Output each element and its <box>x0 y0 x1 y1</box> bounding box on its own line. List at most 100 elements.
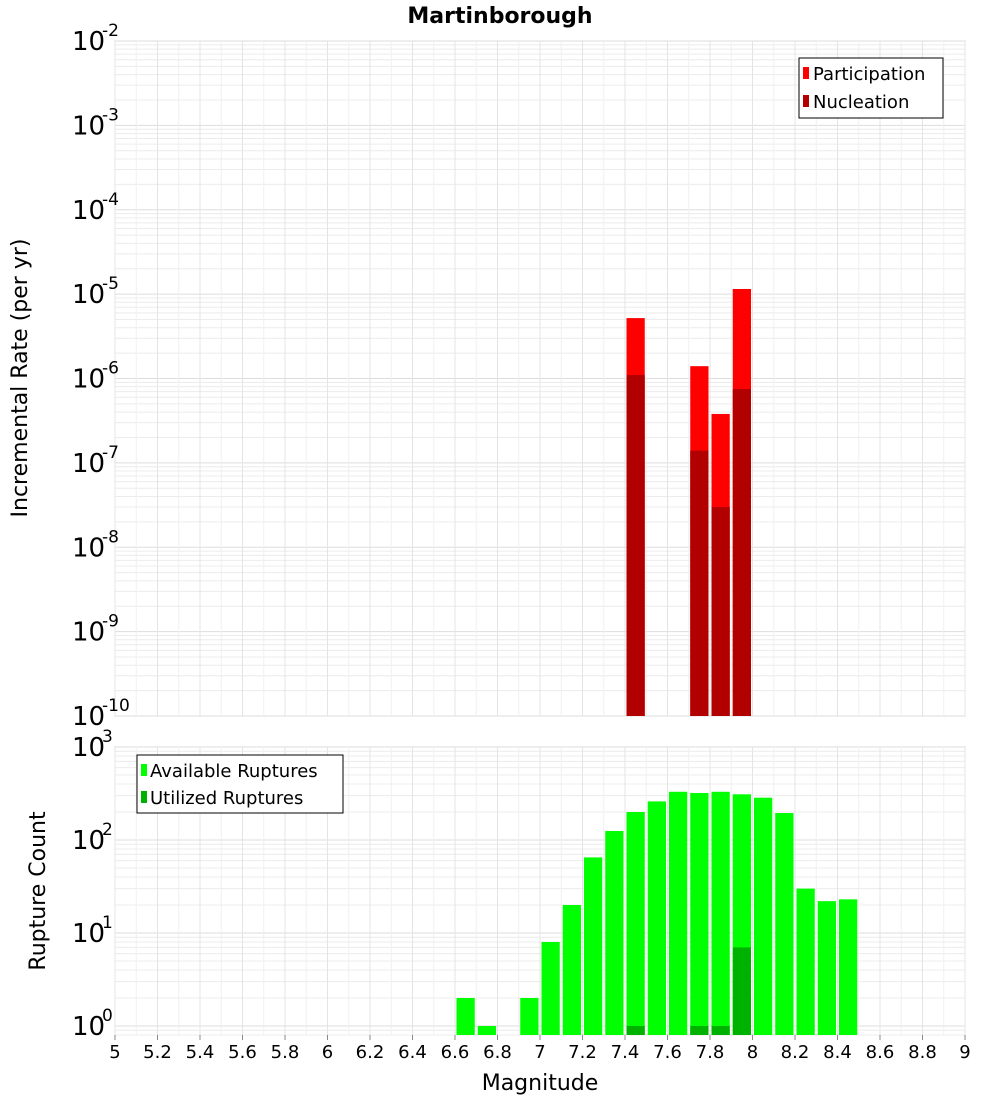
y-tick-exponent: 1 <box>102 913 113 933</box>
bar-utilized-ruptures <box>732 947 751 1035</box>
y-tick-label: 10-5 <box>72 274 119 310</box>
bar-available-ruptures <box>626 812 645 1035</box>
x-tick-label: 7.4 <box>611 1042 640 1063</box>
y-tick-base: 10 <box>72 733 105 763</box>
bar-utilized-ruptures <box>711 1025 730 1035</box>
x-tick-label: 8 <box>747 1042 758 1063</box>
bar-nucleation <box>690 450 709 716</box>
bar-available-ruptures <box>754 797 773 1035</box>
y-tick-base: 10 <box>72 365 105 395</box>
x-tick-label: 5.8 <box>271 1042 300 1063</box>
bar-utilized-ruptures <box>690 1025 709 1035</box>
y-tick-label: 10-7 <box>72 443 119 479</box>
bar-nucleation <box>711 506 730 716</box>
top-bars <box>626 289 751 716</box>
bottom-y-axis-label: Rupture Count <box>26 811 51 971</box>
top-legend-box <box>798 57 944 119</box>
bottom-legend: Available Ruptures Utilized Ruptures <box>136 754 344 814</box>
bar-nucleation <box>732 389 751 716</box>
legend-label-available: Available Ruptures <box>150 761 318 782</box>
x-tick-label: 9 <box>959 1042 970 1063</box>
y-tick-exponent: -8 <box>102 527 119 547</box>
y-tick-label: 10-3 <box>72 105 119 141</box>
legend-label-nucleation: Nucleation <box>813 92 909 113</box>
y-tick-label: 10-2 <box>72 21 119 57</box>
x-axis-label: Magnitude <box>482 1071 599 1096</box>
legend-label-participation: Participation <box>813 64 925 85</box>
legend-swatch-utilized <box>141 791 147 803</box>
bar-available-ruptures <box>775 813 794 1035</box>
y-tick-exponent: -10 <box>102 696 130 716</box>
y-tick-exponent: 2 <box>102 820 113 840</box>
x-tick-label: 6.4 <box>398 1042 427 1063</box>
y-tick-base: 10 <box>72 280 105 310</box>
bar-available-ruptures <box>839 899 858 1035</box>
bar-available-ruptures <box>796 888 815 1035</box>
x-tick-label: 8.6 <box>866 1042 895 1063</box>
top-legend: Participation Nucleation <box>798 57 944 119</box>
bar-available-ruptures <box>584 857 603 1035</box>
y-tick-exponent: -2 <box>102 21 119 41</box>
bar-available-ruptures <box>817 901 836 1035</box>
bar-available-ruptures <box>605 830 624 1035</box>
y-tick-exponent: -4 <box>102 190 119 210</box>
bottom-bars <box>456 791 858 1035</box>
legend-swatch-nucleation <box>803 95 809 107</box>
bar-available-ruptures <box>520 997 539 1035</box>
bar-nucleation <box>626 375 645 716</box>
bottom-legend-box <box>136 754 344 814</box>
y-tick-base: 10 <box>72 111 105 141</box>
x-tick-label: 5.2 <box>143 1042 172 1063</box>
x-tick-label: 8.2 <box>781 1042 810 1063</box>
y-tick-base: 10 <box>72 27 105 57</box>
bar-available-ruptures <box>647 801 666 1035</box>
x-tick-label: 5.6 <box>228 1042 257 1063</box>
bar-available-ruptures <box>711 791 730 1035</box>
legend-swatch-participation <box>803 67 809 79</box>
y-tick-exponent: -6 <box>102 359 119 379</box>
y-tick-base: 10 <box>72 702 105 732</box>
x-tick-label: 8.8 <box>908 1042 937 1063</box>
x-tick-label: 7 <box>534 1042 545 1063</box>
bar-available-ruptures <box>562 904 581 1035</box>
x-tick-label: 5.4 <box>186 1042 215 1063</box>
x-ticks: 5 5.2 5.4 5.6 5.8 6 6.2 6.4 6.6 6.8 7 7.2 7.4 7.6 7.8 8… <box>109 1035 971 1063</box>
y-tick-exponent: -3 <box>102 105 119 125</box>
x-tick-label: 8.4 <box>823 1042 852 1063</box>
top-grid <box>114 40 966 717</box>
y-tick-base: 10 <box>72 826 105 856</box>
chart-title: Martinborough <box>407 4 592 29</box>
x-tick-label: 7.6 <box>653 1042 682 1063</box>
x-tick-label: 7.8 <box>696 1042 725 1063</box>
y-tick-base: 10 <box>72 196 105 226</box>
y-tick-exponent: -9 <box>102 612 119 632</box>
x-tick-label: 6.2 <box>356 1042 385 1063</box>
bar-available-ruptures <box>456 997 475 1035</box>
y-tick-label: 10-9 <box>72 612 119 648</box>
y-tick-label: 100 <box>72 1006 113 1042</box>
top-y-axis-label: Incremental Rate (per yr) <box>8 239 33 518</box>
y-tick-label: 10-4 <box>72 190 119 226</box>
y-tick-base: 10 <box>72 919 105 949</box>
y-tick-exponent: -5 <box>102 274 119 294</box>
y-tick-label: 10-8 <box>72 527 119 563</box>
y-tick-exponent: -7 <box>102 443 119 463</box>
y-tick-label: 101 <box>72 913 113 949</box>
bar-available-ruptures <box>690 793 709 1035</box>
y-tick-exponent: 0 <box>102 1006 113 1026</box>
bar-available-ruptures <box>669 791 688 1035</box>
y-tick-base: 10 <box>72 533 105 563</box>
bar-available-ruptures <box>477 1025 496 1035</box>
x-tick-label: 6.6 <box>441 1042 470 1063</box>
y-tick-label: 103 <box>72 727 113 763</box>
y-tick-label: 10-6 <box>72 359 119 395</box>
y-tick-base: 10 <box>72 1012 105 1042</box>
bar-available-ruptures <box>541 942 560 1035</box>
x-tick-label: 5 <box>109 1042 120 1063</box>
y-tick-exponent: 3 <box>102 727 113 747</box>
y-tick-base: 10 <box>72 449 105 479</box>
